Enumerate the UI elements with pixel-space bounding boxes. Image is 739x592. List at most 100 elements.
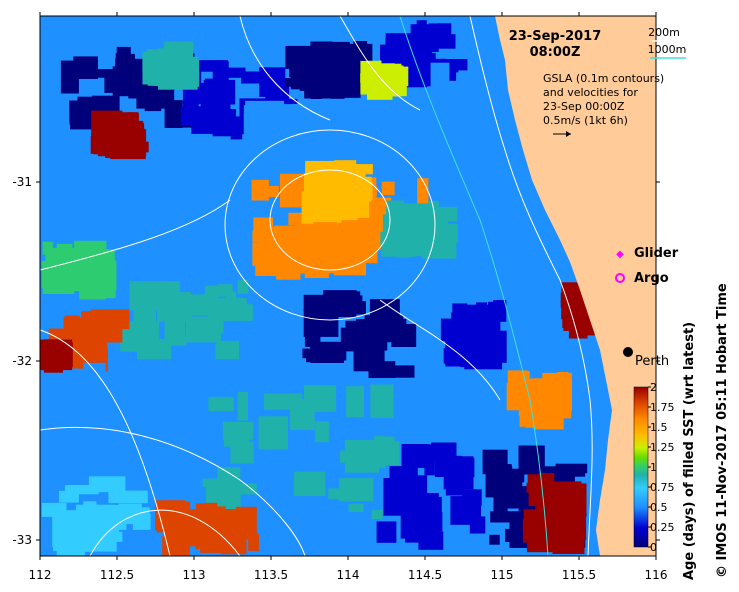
gsla-note: GSLA (0.1m contours) and velocities for … [543,72,664,137]
sst-patch [344,439,379,473]
sst-patch [133,436,164,455]
contour-1000m [399,16,549,556]
sst-patch [230,121,243,140]
sst-patch [508,372,526,389]
sst-patch [461,489,482,506]
sst-patch [64,485,99,495]
sst-patch [101,434,114,459]
sst-patch [370,384,394,418]
sst-patch [69,202,106,214]
sst-patch [208,396,234,412]
sst-patch [134,367,173,397]
sst-patch [212,109,237,137]
y-tick-label: -32 [12,354,32,368]
sst-patch [216,67,246,78]
sst-patch [558,385,572,419]
sst-patch [360,60,372,95]
sst-patch [315,421,329,443]
sst-patch [428,23,440,40]
sst-patch [248,533,259,551]
sst-patch [387,365,412,376]
sst-patch [53,526,84,552]
sst-patch [133,312,154,326]
sst-patch [518,445,545,475]
glider-label: Glider [634,246,679,261]
sst-patch [191,443,218,457]
sst-patch [161,378,187,391]
sst-patch [293,471,326,497]
sst-patch [411,496,442,522]
legend-200m: 200m [648,26,680,39]
sst-patch [376,521,397,543]
sst-patch [386,207,424,236]
x-tick-label: 116 [645,568,668,582]
sst-patch [428,232,454,247]
sst-patch [64,315,80,328]
sst-patch [526,482,549,493]
sst-patch [328,488,353,500]
sst-patch [156,516,182,528]
sst-patch [143,55,177,70]
legend-1000m: 1000m [648,43,687,56]
sst-patch [216,530,229,553]
y-tick-label: -31 [12,175,32,189]
sst-patch [41,502,67,517]
sst-patch [438,23,452,44]
sst-patch [79,185,92,197]
sst-patch [129,281,166,311]
sst-patch [371,509,383,519]
sst-patch [170,44,190,55]
sst-patch [252,230,281,242]
colorbar-tick-label: 0.25 [650,521,675,534]
sst-patch [473,428,484,448]
sst-patch [469,414,481,428]
sst-patch [508,415,520,442]
x-tick-label: 115 [491,568,514,582]
gsla-line-2: and velocities for [543,86,638,99]
sst-patch [445,338,471,367]
sst-patch [50,248,62,262]
sst-patch [412,31,426,52]
sst-patch [132,507,150,530]
sst-patch [310,81,323,99]
sst-age-field [40,16,656,556]
sst-patch [42,283,75,294]
sst-patch [208,506,226,524]
sst-patch [42,241,53,255]
sst-patch [252,110,279,134]
sst-patch [310,348,344,363]
x-tick-label: 113 [183,568,206,582]
sst-patch [416,20,427,41]
gsla-line-1: GSLA (0.1m contours) [543,72,664,85]
sst-patch [88,476,126,493]
sst-patch [355,319,389,337]
y-tick-label: -33 [12,533,32,547]
sst-patch [217,284,233,297]
sst-patch [236,506,257,540]
sst-patch [241,71,271,84]
sst-patch [215,340,239,360]
sst-patch [40,339,73,371]
sst-patch [81,323,108,335]
sst-patch [305,160,345,174]
sst-patch [92,504,130,521]
sst-patch [275,264,297,273]
sst-patch [400,506,415,539]
sst-patch [364,197,392,219]
sst-patch [272,122,303,137]
sst-patch [59,490,79,503]
sst-patch [264,393,303,410]
colorbar-ticks: 2 1.75 1.5 1.25 1 0.75 0.5 0.25 0 [648,381,675,554]
sst-patch [441,185,464,200]
sst-patch [93,186,107,200]
sst-patch [96,69,124,78]
colorbar-tick-label: 2 [650,381,657,394]
sst-patch [175,336,187,345]
sst-patch [97,128,114,157]
sst-patch [442,441,476,454]
sst-patch [522,519,536,537]
sst-patch [76,262,117,291]
contour-200m [469,16,593,556]
sst-patch [401,444,429,468]
